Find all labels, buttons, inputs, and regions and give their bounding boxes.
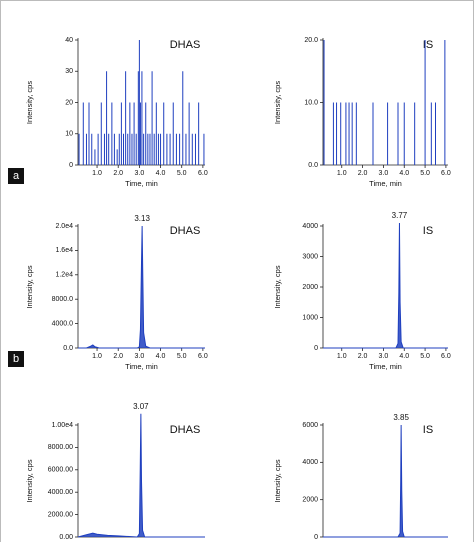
- y-tick-label: 4000: [302, 223, 318, 230]
- y-tick-label: 30: [65, 68, 73, 75]
- y-tick-label: 20: [65, 99, 73, 106]
- y-axis-label: Intensity, cps: [273, 459, 282, 502]
- y-tick-label: 2000: [302, 497, 318, 504]
- panel-letter: a: [13, 170, 20, 182]
- y-tick-label: 6000.00: [48, 467, 73, 474]
- x-tick-label: 2.0: [358, 353, 368, 360]
- y-axis-label: Intensity, cps: [273, 265, 282, 308]
- x-tick-label: 1.0: [337, 170, 347, 177]
- y-tick-label: 3000: [302, 253, 318, 260]
- y-tick-label: 1.2e4: [55, 272, 73, 279]
- x-tick-label: 1.0: [92, 353, 102, 360]
- x-tick-label: 2.0: [358, 170, 368, 177]
- panel-label: DHAS: [170, 424, 201, 436]
- x-tick-label: 4.0: [156, 170, 166, 177]
- x-tick-label: 1.0: [337, 353, 347, 360]
- panel-label: DHAS: [170, 225, 201, 237]
- x-tick-label: 5.0: [177, 170, 187, 177]
- y-tick-label: 4000.00: [48, 489, 73, 496]
- x-axis-label: Time, min: [125, 362, 158, 371]
- y-tick-label: 0.00: [59, 534, 73, 541]
- x-tick-label: 6.0: [441, 353, 451, 360]
- panel-badge: [8, 351, 24, 367]
- y-tick-label: 2000: [302, 284, 318, 291]
- y-tick-label: 10: [65, 131, 73, 138]
- x-axis-label: Time, min: [369, 179, 402, 188]
- panel-label: DHAS: [170, 39, 201, 51]
- x-tick-label: 4.0: [156, 353, 166, 360]
- x-tick-label: 5.0: [420, 170, 430, 177]
- panel-label: IS: [423, 225, 433, 237]
- y-tick-label: 1.00e4: [52, 422, 74, 429]
- y-tick-label: 20.0: [304, 37, 318, 44]
- x-axis-label: Time, min: [125, 179, 158, 188]
- x-tick-label: 3.0: [135, 353, 145, 360]
- y-tick-label: 1.6e4: [55, 247, 73, 254]
- y-tick-label: 0: [314, 534, 318, 541]
- y-tick-label: 1000: [302, 314, 318, 321]
- x-tick-label: 4.0: [399, 353, 409, 360]
- x-tick-label: 4.0: [399, 170, 409, 177]
- trace: [78, 225, 205, 349]
- y-axis-label: Intensity, cps: [25, 81, 34, 124]
- y-tick-label: 40: [65, 37, 73, 44]
- peak-label: 3.13: [134, 214, 150, 223]
- x-tick-label: 6.0: [441, 170, 451, 177]
- x-tick-label: 1.0: [92, 170, 102, 177]
- x-tick-label: 5.0: [420, 353, 430, 360]
- y-tick-label: 0: [69, 162, 73, 169]
- y-tick-label: 2000.00: [48, 511, 73, 518]
- peak-label: 3.77: [392, 211, 408, 220]
- x-tick-label: 2.0: [113, 353, 123, 360]
- y-tick-label: 0.0: [63, 345, 73, 352]
- panel-letter: b: [13, 353, 19, 365]
- y-tick-label: 4000: [302, 459, 318, 466]
- y-tick-label: 6000: [302, 422, 318, 429]
- y-axis-label: Intensity, cps: [25, 265, 34, 308]
- x-tick-label: 3.0: [379, 353, 389, 360]
- y-axis-label: Intensity, cps: [25, 459, 34, 502]
- panel-label: IS: [423, 424, 433, 436]
- trace: [77, 413, 205, 538]
- y-tick-label: 8000.00: [48, 444, 73, 451]
- y-tick-label: 0.0: [308, 162, 318, 169]
- y-tick-label: 10.0: [304, 99, 318, 106]
- panel-label: IS: [423, 39, 433, 51]
- y-tick-label: 2.0e4: [55, 223, 73, 230]
- y-tick-label: 8000.0: [52, 296, 74, 303]
- x-tick-label: 3.0: [379, 170, 389, 177]
- x-tick-label: 5.0: [177, 353, 187, 360]
- x-tick-label: 6.0: [198, 353, 208, 360]
- x-tick-label: 3.0: [135, 170, 145, 177]
- peak-label: 3.85: [393, 413, 409, 422]
- trace: [323, 222, 448, 349]
- y-axis-label: Intensity, cps: [273, 81, 282, 124]
- x-tick-label: 2.0: [113, 170, 123, 177]
- panel-badge: [8, 168, 24, 184]
- x-axis-label: Time, min: [369, 362, 402, 371]
- y-tick-label: 4000.0: [52, 320, 74, 327]
- x-tick-label: 6.0: [198, 170, 208, 177]
- trace: [323, 424, 448, 538]
- peak-label: 3.07: [133, 402, 149, 411]
- y-tick-label: 0: [314, 345, 318, 352]
